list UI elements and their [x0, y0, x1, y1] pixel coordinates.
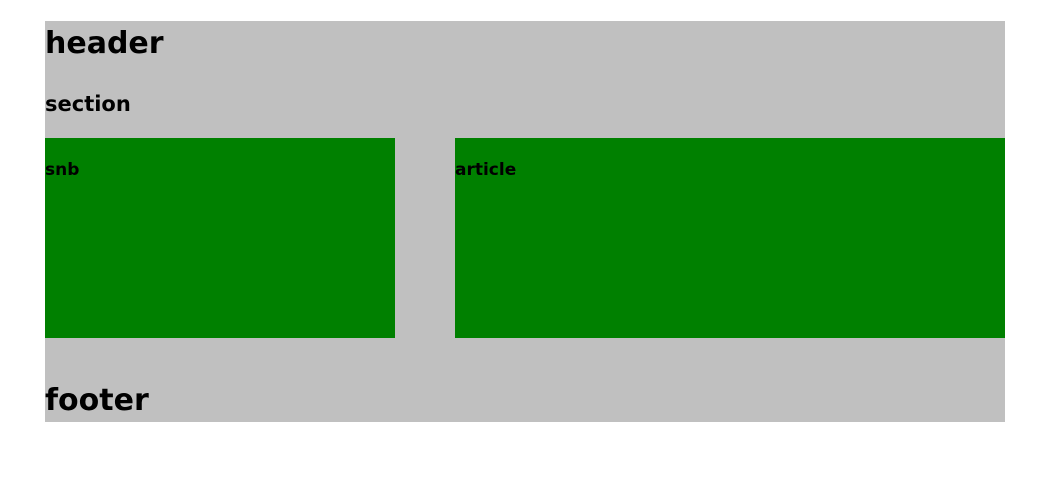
snb-label: snb: [45, 160, 80, 180]
snb-box: snb: [45, 138, 395, 338]
footer-title: footer: [45, 383, 149, 418]
header-title: header: [45, 26, 164, 61]
section-title: section: [45, 92, 131, 116]
article-box: article: [455, 138, 1005, 338]
article-label: article: [455, 160, 517, 180]
page-wrapper: header section snb article footer: [45, 21, 1005, 422]
